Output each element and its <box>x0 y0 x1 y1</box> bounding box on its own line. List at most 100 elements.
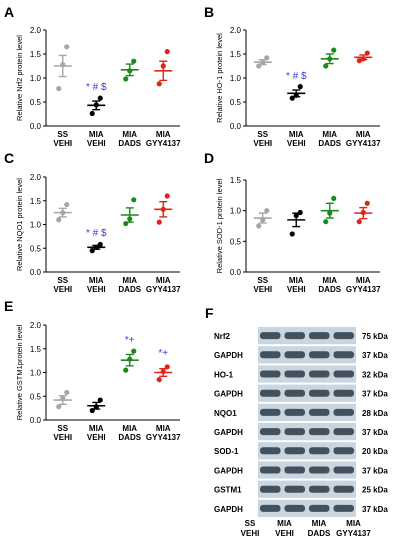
blot-band <box>260 428 281 436</box>
blot-band <box>333 389 354 397</box>
significance-annotation: *+ <box>125 335 135 346</box>
x-tick-label: MIA <box>156 130 171 139</box>
significance-annotation: * # $ <box>286 71 307 82</box>
data-point <box>97 241 103 248</box>
blot-lane-label: DADS <box>308 529 331 538</box>
x-tick-label: VEHI <box>53 139 72 148</box>
significance-annotation: * # $ <box>86 82 107 93</box>
blot-protein-label: GSTM1 <box>214 486 242 495</box>
blot-band <box>309 351 330 359</box>
x-tick-label: GYY4137 <box>346 139 381 148</box>
blot-band <box>284 504 305 512</box>
data-point <box>289 95 295 101</box>
blot-membrane <box>258 384 356 402</box>
blot-band <box>309 408 330 416</box>
data-point <box>364 50 370 56</box>
blot-lane-label: MIA <box>277 519 292 528</box>
blot-row: GSTM1 25 kDa <box>214 480 388 498</box>
blot-band <box>260 408 281 416</box>
x-tick-label: MIA <box>122 130 137 139</box>
blot-band <box>284 447 305 455</box>
data-point <box>56 404 62 410</box>
y-tick-label: 0.5 <box>230 98 242 107</box>
x-tick-label: MIA <box>89 276 104 285</box>
data-point <box>164 49 170 55</box>
y-tick-label: 0.5 <box>30 98 42 107</box>
x-tick-label: VEHI <box>287 285 306 294</box>
data-point <box>93 404 99 410</box>
blot-membrane <box>258 480 356 498</box>
data-point <box>260 60 266 66</box>
x-tick-label: MIA <box>122 276 137 285</box>
data-point <box>156 81 162 87</box>
data-point <box>131 58 137 64</box>
data-point <box>131 197 137 203</box>
x-tick-label: MIA <box>89 130 104 139</box>
data-point <box>323 63 329 69</box>
blot-lane-label: VEHI <box>275 529 294 538</box>
y-tick-label: 2.0 <box>30 321 42 330</box>
blot-row: GAPDH 37 kDa <box>214 499 388 517</box>
blot-membrane <box>258 346 356 364</box>
y-tick-label: 0.0 <box>230 268 242 277</box>
blot-band <box>260 332 281 340</box>
data-point <box>127 216 133 222</box>
data-point <box>164 193 170 199</box>
blot-band <box>309 428 330 436</box>
y-tick-label: 2.0 <box>30 26 42 35</box>
x-tick-label: GYY4137 <box>346 285 381 294</box>
data-point <box>131 348 137 354</box>
y-axis-label: Relative Nrf2 protein level <box>15 35 24 121</box>
y-axis-label: Relative SOD-1 protein level <box>215 178 224 273</box>
blot-band <box>309 504 330 512</box>
data-point <box>160 63 166 69</box>
y-tick-label: 1.0 <box>30 221 42 230</box>
x-tick-label: VEHI <box>87 139 106 148</box>
blot-band <box>309 485 330 493</box>
data-point <box>164 364 170 370</box>
panel-letter: B <box>204 4 214 20</box>
data-point <box>123 76 129 82</box>
blot-band <box>284 332 305 340</box>
x-tick-label: MIA <box>322 276 337 285</box>
data-point <box>323 219 329 225</box>
x-tick-label: MIA <box>356 276 371 285</box>
x-tick-label: DADS <box>118 433 141 442</box>
x-tick-label: DADS <box>118 139 141 148</box>
blot-band <box>309 389 330 397</box>
blot-band <box>333 504 354 512</box>
data-point <box>293 212 299 219</box>
data-point <box>256 223 262 229</box>
blot-band <box>260 504 281 512</box>
blot-row: GAPDH 37 kDa <box>214 461 388 479</box>
blot-row: GAPDH 37 kDa <box>214 423 388 441</box>
blot-kda-label: 32 kDa <box>362 370 388 379</box>
panel-b: B 0.0 0.5 1.0 1.5 2.0 Relative HO-1 protein le… <box>204 4 381 148</box>
data-point <box>264 208 270 214</box>
blot-band <box>309 332 330 340</box>
data-point <box>360 209 366 216</box>
blot-lane-label: GYY4137 <box>336 529 371 538</box>
blot-membrane <box>258 499 356 517</box>
data-point <box>360 56 366 62</box>
data-point <box>331 195 337 201</box>
panel-letter: A <box>4 4 14 20</box>
blot-band <box>284 408 305 416</box>
blot-protein-label: GAPDH <box>214 428 243 437</box>
y-axis-label: Relative NQO1 protein level <box>15 178 24 271</box>
blot-row: GAPDH 37 kDa <box>214 384 388 402</box>
y-tick-label: 1.0 <box>30 74 42 83</box>
data-point <box>97 397 103 403</box>
x-tick-label: SS <box>57 130 68 139</box>
blot-band <box>260 370 281 378</box>
y-tick-label: 2.0 <box>230 26 242 35</box>
data-point <box>160 368 166 375</box>
